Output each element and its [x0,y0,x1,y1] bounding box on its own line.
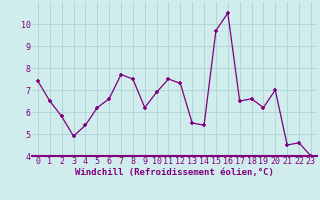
X-axis label: Windchill (Refroidissement éolien,°C): Windchill (Refroidissement éolien,°C) [75,168,274,177]
